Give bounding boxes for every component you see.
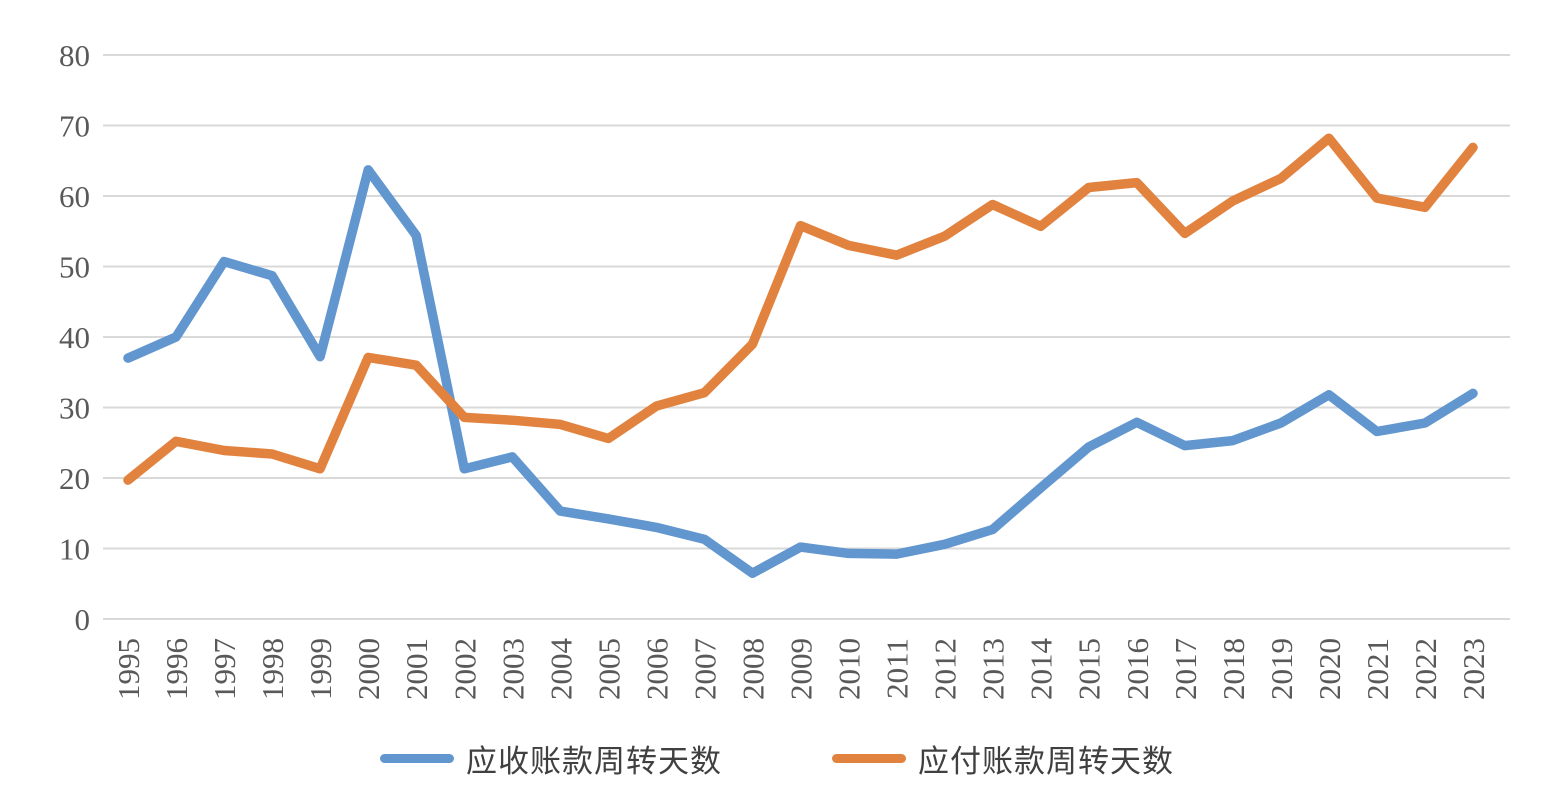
x-axis-tick-label: 2017 <box>1168 638 1203 700</box>
x-axis-tick-label: 2021 <box>1360 638 1395 700</box>
x-axis-tick-label: 2023 <box>1456 638 1491 700</box>
x-axis-tick-label: 1995 <box>111 638 146 700</box>
x-axis-tick-label: 2006 <box>639 638 674 700</box>
legend-swatch-receivable <box>380 754 454 763</box>
x-axis-tick-label: 2022 <box>1408 638 1443 700</box>
x-axis-tick-label: 2016 <box>1120 638 1155 700</box>
x-axis-tick-label: 2014 <box>1024 638 1059 701</box>
x-axis-tick-label: 1996 <box>159 638 194 700</box>
x-axis-tick-label: 2003 <box>495 638 530 700</box>
y-axis-tick-label: 50 <box>59 250 90 285</box>
legend-swatch-payable <box>832 754 906 763</box>
x-axis-tick-label: 2012 <box>928 638 963 700</box>
x-axis-tick-label: 2015 <box>1072 638 1107 700</box>
y-axis-tick-label: 40 <box>59 320 90 355</box>
chart-legend: 应收账款周转天数 应付账款周转天数 <box>0 736 1554 781</box>
x-axis-tick-label: 2002 <box>447 638 482 700</box>
legend-item-receivable: 应收账款周转天数 <box>380 736 722 781</box>
x-axis-tick-label: 2018 <box>1216 638 1251 700</box>
y-axis-tick-label: 30 <box>59 391 90 426</box>
y-axis-tick-label: 20 <box>59 461 90 496</box>
legend-label-receivable: 应收账款周转天数 <box>466 744 722 779</box>
x-axis-tick-label: 2009 <box>784 638 819 700</box>
line-chart: 0 10 20 30 40 50 60 70 80 1995 1996 1997 1998 1999 200… <box>59 38 1510 701</box>
y-axis-tick-label: 0 <box>75 602 91 637</box>
y-axis-tick-label: 60 <box>59 179 90 214</box>
y-axis-tick-label: 80 <box>59 38 90 73</box>
x-axis-tick-label: 1999 <box>303 638 338 700</box>
x-axis-tick-label: 2008 <box>735 638 770 700</box>
x-axis-tick-label: 2007 <box>687 638 722 700</box>
x-axis-tick-label: 2011 <box>880 638 915 699</box>
x-axis-tick-label: 2005 <box>591 638 626 700</box>
x-axis-tick-label: 2000 <box>351 638 386 700</box>
x-axis-tick-label: 1997 <box>207 638 242 700</box>
x-axis-tick-label: 1998 <box>255 638 290 700</box>
x-axis-tick-label: 2020 <box>1312 638 1347 700</box>
x-axis-tick-label: 2010 <box>832 638 867 700</box>
y-axis-tick-label: 10 <box>59 532 90 567</box>
series-line-1 <box>123 133 1478 485</box>
x-axis-tick-label: 2004 <box>543 638 578 701</box>
y-axis-tick-label: 70 <box>59 109 90 144</box>
x-axis-tick-label: 2001 <box>399 638 434 700</box>
x-axis-tick-label: 2019 <box>1264 638 1299 700</box>
series-line-0 <box>123 165 1478 578</box>
legend-item-payable: 应付账款周转天数 <box>832 736 1174 781</box>
legend-label-payable: 应付账款周转天数 <box>918 744 1174 779</box>
x-axis-tick-label: 2013 <box>976 638 1011 700</box>
